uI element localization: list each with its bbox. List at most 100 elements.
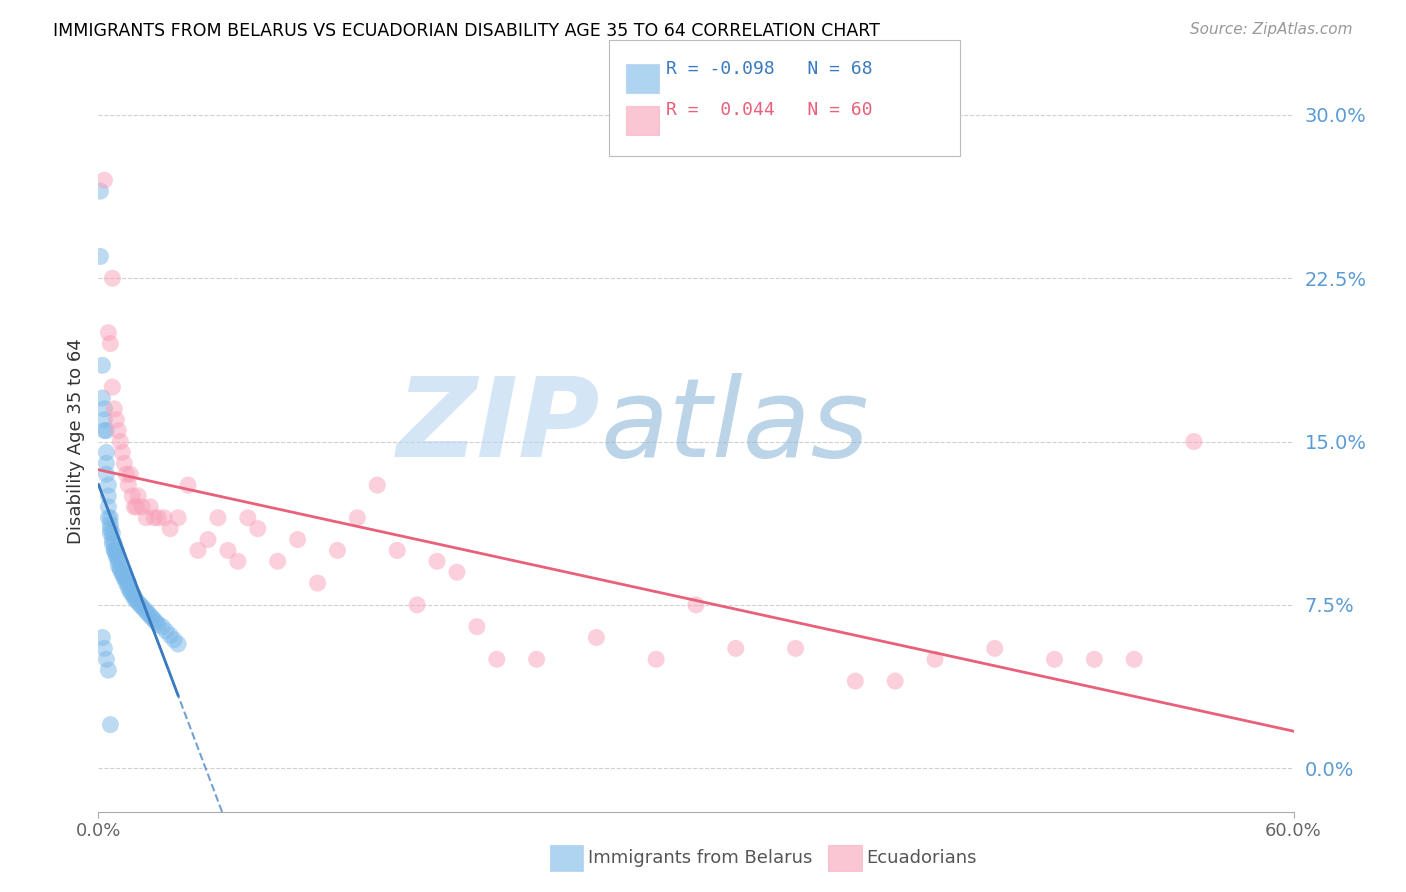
Point xyxy=(120,467,142,482)
Point xyxy=(150,619,173,633)
Point xyxy=(101,526,124,541)
Point xyxy=(91,631,114,645)
Point xyxy=(121,489,143,503)
Point xyxy=(148,510,170,524)
Point xyxy=(131,600,153,615)
Point xyxy=(120,584,142,599)
Point xyxy=(426,554,449,568)
Point xyxy=(207,510,229,524)
Point xyxy=(93,641,115,656)
Point xyxy=(984,641,1007,656)
Point xyxy=(155,624,177,638)
Point xyxy=(145,615,167,630)
Point xyxy=(107,549,129,564)
Point xyxy=(120,582,142,597)
Point xyxy=(884,674,907,689)
Text: Immigrants from Belarus: Immigrants from Belarus xyxy=(588,849,813,867)
Point xyxy=(89,184,111,198)
Point xyxy=(115,467,138,482)
Point xyxy=(1182,434,1205,449)
Point xyxy=(117,576,139,591)
Point xyxy=(98,336,122,351)
Point xyxy=(105,549,128,564)
Point xyxy=(112,456,135,470)
Point xyxy=(111,445,134,459)
Point xyxy=(111,565,134,579)
Point xyxy=(465,619,488,633)
Point xyxy=(117,478,139,492)
Point xyxy=(585,631,607,645)
Point xyxy=(101,537,124,551)
Point xyxy=(446,565,468,579)
Point xyxy=(107,558,129,573)
Point xyxy=(98,526,122,541)
Point xyxy=(91,359,114,373)
Point xyxy=(103,537,125,551)
Text: Ecuadorians: Ecuadorians xyxy=(866,849,977,867)
Point xyxy=(236,510,259,524)
Point xyxy=(159,628,181,642)
Point xyxy=(112,569,135,583)
Point xyxy=(159,522,181,536)
Point xyxy=(287,533,309,547)
Point xyxy=(135,510,157,524)
Point xyxy=(112,572,135,586)
Point xyxy=(97,489,120,503)
Point xyxy=(1083,652,1105,666)
Point xyxy=(129,598,152,612)
Point xyxy=(97,510,120,524)
Point xyxy=(96,467,118,482)
Point xyxy=(1123,652,1146,666)
Point xyxy=(124,589,146,603)
Point xyxy=(346,510,368,524)
Point xyxy=(217,543,239,558)
Point xyxy=(177,478,200,492)
Text: ZIP: ZIP xyxy=(396,373,600,480)
Point xyxy=(103,543,125,558)
Point xyxy=(167,637,190,651)
Point xyxy=(101,271,124,285)
Point xyxy=(91,391,114,405)
Point xyxy=(93,401,115,416)
Point xyxy=(110,434,132,449)
Point xyxy=(107,554,129,568)
Point xyxy=(98,522,122,536)
Point xyxy=(107,424,129,438)
Point xyxy=(105,548,128,562)
Point xyxy=(125,593,148,607)
Point xyxy=(98,717,122,731)
Point xyxy=(153,510,176,524)
Text: R =  0.044   N = 60: R = 0.044 N = 60 xyxy=(666,101,873,119)
Point xyxy=(141,611,163,625)
Point xyxy=(103,401,125,416)
Point xyxy=(924,652,946,666)
Text: Source: ZipAtlas.com: Source: ZipAtlas.com xyxy=(1189,22,1353,37)
Point xyxy=(385,543,409,558)
Point xyxy=(366,478,388,492)
Text: IMMIGRANTS FROM BELARUS VS ECUADORIAN DISABILITY AGE 35 TO 64 CORRELATION CHART: IMMIGRANTS FROM BELARUS VS ECUADORIAN DI… xyxy=(53,22,880,40)
Point xyxy=(139,500,162,514)
Y-axis label: Disability Age 35 to 64: Disability Age 35 to 64 xyxy=(66,339,84,544)
Point xyxy=(105,543,128,558)
Point xyxy=(134,602,156,616)
Point xyxy=(97,326,120,340)
Point xyxy=(406,598,429,612)
Point xyxy=(187,543,209,558)
Point xyxy=(124,591,146,606)
Point xyxy=(115,576,138,591)
Point xyxy=(93,173,115,187)
Point xyxy=(103,543,125,558)
Point xyxy=(131,500,153,514)
Point xyxy=(96,456,118,470)
Point xyxy=(117,581,139,595)
Text: atlas: atlas xyxy=(600,373,869,480)
Point xyxy=(127,489,149,503)
Point xyxy=(135,604,157,618)
Point xyxy=(143,613,166,627)
Point xyxy=(685,598,707,612)
Point xyxy=(96,445,118,459)
Point xyxy=(110,561,132,575)
Point xyxy=(246,522,269,536)
Point xyxy=(1043,652,1066,666)
Point xyxy=(101,533,124,547)
